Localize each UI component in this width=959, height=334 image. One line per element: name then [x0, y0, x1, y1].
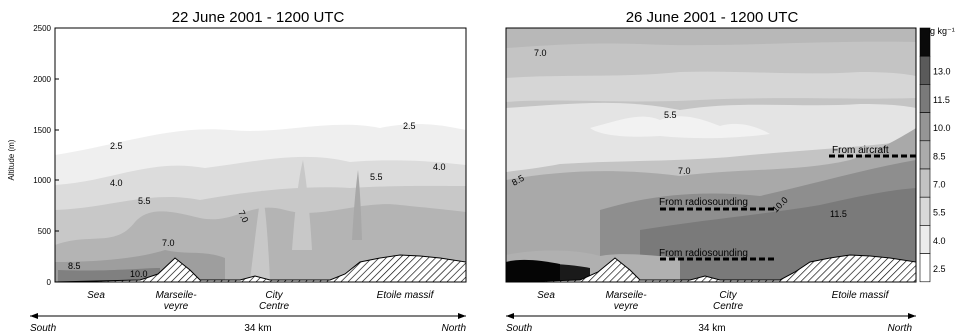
colorbar-swatch [919, 55, 931, 85]
left-frame [54, 27, 467, 283]
contour-label: 4.0 [110, 178, 123, 188]
right-terrain [505, 254, 917, 283]
left-title: 22 June 2001 - 1200 UTC [172, 9, 345, 26]
colorbar-label: 10.0 [933, 123, 951, 133]
left-distance-arrow: South North 34 km [30, 313, 466, 334]
left-contour-labels: 2.5 2.5 4.0 4.0 5.5 5.5 7.0 7.0 8.5 10.0 [68, 121, 446, 279]
north-label: North [888, 323, 913, 334]
y-axis-label: Altitude (m) [7, 139, 16, 180]
colorbar-swatch [919, 196, 931, 226]
colorbar-unit: g kg⁻¹ [930, 26, 955, 36]
contour-label: 10.0 [130, 269, 148, 279]
place-label-marseilleveyre: Marseile-veyre [155, 290, 197, 312]
contour-label: 7.0 [534, 48, 547, 58]
annotation-from-aircraft: From aircraft [832, 145, 889, 156]
contour-label: 7.0 [162, 238, 175, 248]
colorbar-label: 11.5 [933, 95, 950, 105]
colorbar-swatch [919, 253, 931, 283]
ytick-label: 1000 [33, 176, 51, 185]
contour-label: 5.5 [664, 110, 677, 120]
colorbar-label: 5.5 [933, 208, 946, 218]
colorbar-swatch [919, 225, 931, 254]
right-distance-arrow: South North 34 km [506, 313, 916, 334]
left-place-labels: Sea Marseile-veyre City Centre Etoile mas… [87, 290, 434, 312]
contour-label: 7.0 [236, 209, 250, 225]
colorbar-swatch [919, 84, 931, 113]
contour-label: 4.0 [433, 162, 446, 172]
ytick-label: 0 [47, 278, 52, 287]
right-annotations: From aircraft From radiosounding From ra… [659, 145, 889, 259]
contour-label: 2.5 [403, 121, 416, 131]
annotation-from-radiosounding: From radiosounding [659, 197, 748, 208]
place-label-sea: Sea [87, 290, 105, 301]
right-title: 26 June 2001 - 1200 UTC [626, 9, 799, 26]
place-label-sea: Sea [537, 290, 555, 301]
south-label: South [30, 323, 57, 334]
contour-label: 5.5 [370, 172, 383, 182]
contour-label: 7.0 [678, 166, 691, 176]
place-label-marseilleveyre: Marseile-veyre [605, 290, 647, 312]
annotation-from-radiosounding: From radiosounding [659, 248, 748, 259]
colorbar-swatch [919, 112, 931, 142]
north-label: North [442, 323, 467, 334]
contour-label: 2.5 [110, 141, 123, 151]
contour-label: 5.5 [138, 196, 151, 206]
colorbar-label: 2.5 [933, 264, 946, 274]
colorbar-label: 7.0 [933, 180, 946, 190]
right-place-labels: Sea Marseile-veyre City Centre Etoile mas… [537, 290, 889, 312]
colorbar-swatch [919, 168, 931, 198]
ytick-label: 500 [38, 227, 52, 236]
right-contours [506, 28, 916, 282]
left-y-axis: 0 500 1000 1500 2000 2500 Altitude (m) [7, 24, 59, 287]
left-contours [55, 124, 466, 282]
ytick-label: 1500 [33, 126, 51, 135]
ytick-label: 2500 [33, 24, 51, 33]
place-label-city-centre: City Centre [259, 290, 289, 312]
colorbar: g kg⁻¹ 13.0 11.5 10.0 8.5 7.0 5.5 4.0 2.5 [919, 26, 955, 283]
right-panel: 26 June 2001 - 1200 UTC From aircraft Fr… [505, 9, 917, 334]
colorbar-label: 8.5 [933, 151, 946, 161]
contour-label: 8.5 [68, 261, 81, 271]
colorbar-swatch [919, 140, 931, 170]
place-label-etoile-massif: Etoile massif [832, 290, 890, 301]
colorbar-label: 4.0 [933, 236, 946, 246]
colorbar-label: 13.0 [933, 67, 951, 77]
ytick-label: 2000 [33, 75, 51, 84]
contour-label: 11.5 [830, 209, 847, 219]
distance-label: 34 km [698, 323, 725, 334]
south-label: South [506, 323, 533, 334]
place-label-city-centre: City Centre [713, 290, 743, 312]
left-terrain [54, 254, 467, 283]
place-label-etoile-massif: Etoile massif [377, 290, 435, 301]
distance-label: 34 km [244, 323, 271, 334]
colorbar-swatch [919, 27, 931, 57]
left-panel: 22 June 2001 - 1200 UTC 0 500 1000 [7, 9, 467, 334]
